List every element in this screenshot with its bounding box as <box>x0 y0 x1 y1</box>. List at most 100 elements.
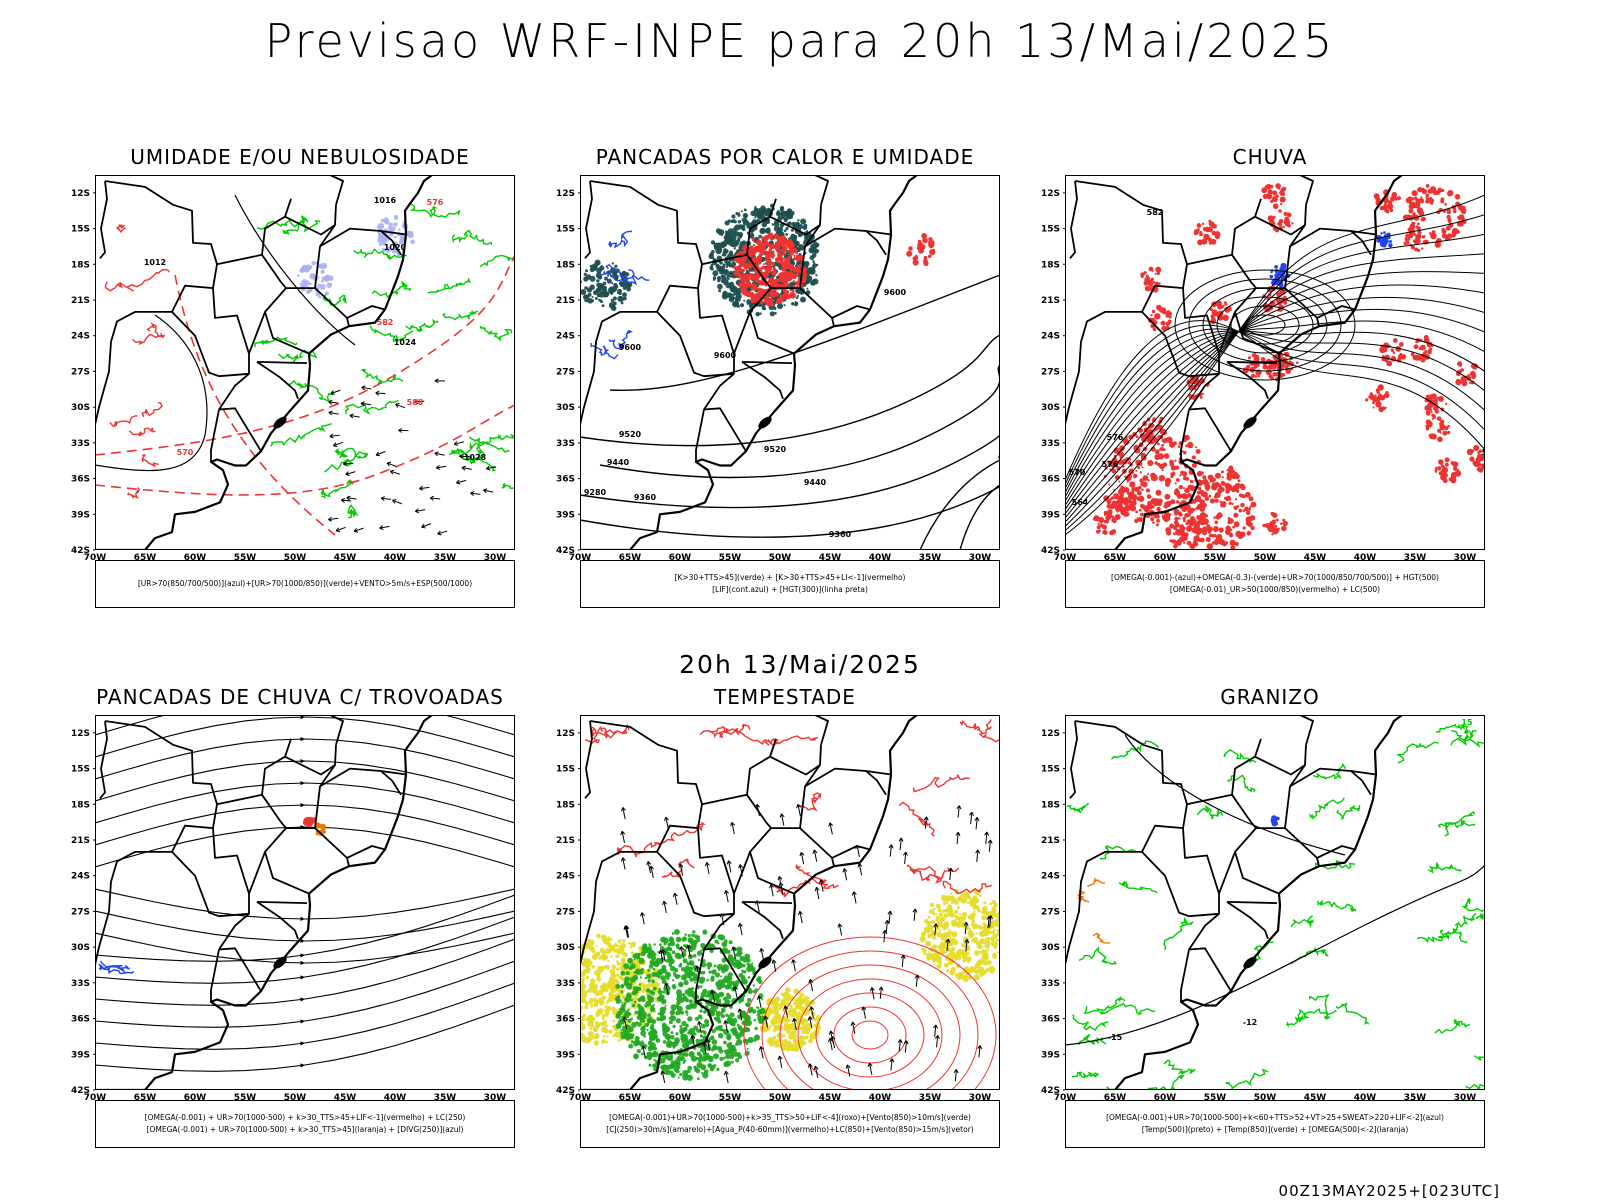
map-svg: 582 582 576 576 570 564 <box>1065 175 1485 550</box>
panel-title: GRANIZO <box>1220 685 1320 709</box>
lon-tick-label: 35W <box>1404 553 1427 563</box>
lon-tick-label: 40W <box>869 553 892 563</box>
contour-label: 9360 <box>634 493 657 502</box>
legend-line-2: [LIF](cont.azul) + [HGT(300)](linha pret… <box>712 585 868 594</box>
contour-label: 1012 <box>144 258 166 267</box>
lat-tick-label: 30S <box>71 943 90 953</box>
map-svg: 9600 9600 9600 9520 9520 9440 9440 9360 9360 9280 <box>580 175 1000 550</box>
legend-box: [OMEGA(-0.001) + UR>70(1000-500) + k>30_… <box>95 1100 515 1148</box>
lon-tick-label: 70W <box>569 553 592 563</box>
lat-tick-label: 33S <box>71 439 90 449</box>
contour-label: 15 <box>1461 718 1473 727</box>
lon-tick-label: 55W <box>234 553 257 563</box>
lat-tick-label: 39S <box>71 1050 90 1060</box>
lat-tick-label: 18S <box>556 800 575 810</box>
lat-tick-label: 15S <box>71 225 90 235</box>
lat-tick-label: 15S <box>71 765 90 775</box>
lon-tick-label: 30W <box>969 1093 992 1103</box>
lon-tick-label: 65W <box>1104 1093 1127 1103</box>
lat-tick-label: 30S <box>556 943 575 953</box>
lon-tick-label: 45W <box>819 1093 842 1103</box>
lat-tick-label: 15S <box>556 765 575 775</box>
contour-label: 576 <box>1107 433 1124 442</box>
lon-tick-label: 30W <box>484 1093 507 1103</box>
main-title: Previsao WRF-INPE para 20h 13/Mai/2025 <box>264 14 1336 68</box>
lat-tick-label: 15S <box>1041 225 1060 235</box>
lon-tick-label: 50W <box>769 553 792 563</box>
lon-tick-label: 35W <box>919 553 942 563</box>
panel-title: PANCADAS POR CALOR E UMIDADE <box>595 145 975 169</box>
lon-tick-label: 55W <box>719 1093 742 1103</box>
lat-tick-label: 33S <box>556 979 575 989</box>
lon-tick-label: 30W <box>1454 553 1477 563</box>
lat-tick-label: 36S <box>1041 1015 1060 1025</box>
lon-tick-label: 35W <box>919 1093 942 1103</box>
lat-tick-label: 39S <box>556 1050 575 1060</box>
lon-tick-label: 45W <box>1304 553 1327 563</box>
panel-umidade: UMIDADE E/OU NEBULOSIDADE 1012 1016 1020 10… <box>65 145 535 625</box>
contour-label: 570 <box>177 448 194 457</box>
lat-tick-label: 30S <box>71 403 90 413</box>
lat-tick-label: 18S <box>1041 800 1060 810</box>
panel-pancadas-calor: PANCADAS POR CALOR E UMIDADE 9600 9600 960… <box>550 145 1020 625</box>
lon-tick-label: 40W <box>384 1093 407 1103</box>
contour-label: 9280 <box>584 488 607 497</box>
lon-tick-label: 60W <box>1154 553 1177 563</box>
lat-tick-label: 42S <box>556 546 575 556</box>
legend-box: [OMEGA(-0.001)+UR>70(1000-500)+k>35_TTS>… <box>580 1100 1000 1148</box>
lat-tick-label: 27S <box>71 907 90 917</box>
lat-tick-label: 42S <box>1041 546 1060 556</box>
contour-label: 1016 <box>374 196 397 205</box>
contour-label: -15 <box>1108 1033 1123 1042</box>
map-svg <box>95 715 515 1090</box>
legend-line-1: [OMEGA(-0.001)+UR>70(1000-500)+k<60+TTS>… <box>1106 1113 1444 1122</box>
run-info-footer: 00Z13MAY2025+[023UTC] <box>1278 1182 1500 1200</box>
contour-label: 9440 <box>804 478 827 487</box>
lat-tick-label: 33S <box>1041 439 1060 449</box>
lon-tick-label: 55W <box>1204 553 1227 563</box>
lat-tick-label: 24S <box>556 332 575 342</box>
contour-label: 582 <box>1147 208 1164 217</box>
lon-tick-label: 40W <box>869 1093 892 1103</box>
panel-trovoadas: PANCADAS DE CHUVA C/ TROVOADAS 12S 15S 18S… <box>65 685 535 1165</box>
map-trovoadas: 12S 15S 18S 21S 24S 27S 30S 33S 36S 39S 42S 70W 65W 6… <box>71 715 515 1103</box>
lon-tick-label: 45W <box>334 553 357 563</box>
lat-tick-label: 24S <box>1041 332 1060 342</box>
lat-tick-label: 12S <box>1041 729 1060 739</box>
lat-tick-label: 30S <box>1041 943 1060 953</box>
lat-tick-label: 36S <box>71 475 90 485</box>
lat-tick-label: 18S <box>71 800 90 810</box>
lat-tick-label: 27S <box>1041 367 1060 377</box>
lat-tick-label: 12S <box>556 189 575 199</box>
lat-tick-label: 21S <box>71 296 90 306</box>
lat-tick-label: 39S <box>1041 510 1060 520</box>
lat-tick-label: 42S <box>71 546 90 556</box>
legend-box: [UR>70(850/700/500)](azul)+[UR>70(1000/8… <box>95 560 515 608</box>
contour-label: -12 <box>1243 1018 1257 1027</box>
lat-tick-label: 24S <box>71 872 90 882</box>
lon-tick-label: 70W <box>84 1093 107 1103</box>
contour-label: 9440 <box>607 458 630 467</box>
legend-line-1: [OMEGA(-0.001) + UR>70(1000-500) + k>30_… <box>144 1113 466 1122</box>
contour-label: 1020 <box>384 243 407 252</box>
lat-tick-label: 27S <box>556 907 575 917</box>
lat-tick-label: 39S <box>556 510 575 520</box>
legend-line-1: [OMEGA(-0.001)-(azul)+OMEGA(-0.3)-(verde… <box>1111 573 1439 582</box>
contour-label: 9520 <box>764 445 787 454</box>
lat-tick-label: 24S <box>71 332 90 342</box>
lat-tick-label: 42S <box>71 1086 90 1096</box>
map-pancadas-calor: 9600 9600 9600 9520 9520 9440 9440 9360 9360 9280… <box>556 175 1000 563</box>
lon-tick-label: 50W <box>284 553 307 563</box>
lon-tick-label: 55W <box>234 1093 257 1103</box>
map-tempestade: 12S 15S 18S 21S 24S 27S 30S 33S 36S 39S 42S 70W 65W 6… <box>556 715 1000 1103</box>
lon-tick-label: 50W <box>284 1093 307 1103</box>
forecast-time-title: 20h 13/Mai/2025 <box>679 650 921 679</box>
legend-line-1: [OMEGA(-0.001)+UR>70(1000-500)+k>35_TTS>… <box>609 1113 971 1122</box>
lon-tick-label: 60W <box>669 553 692 563</box>
lat-tick-label: 27S <box>1041 907 1060 917</box>
lon-tick-label: 40W <box>384 553 407 563</box>
lon-tick-label: 55W <box>1204 1093 1227 1103</box>
contour-label: 1028 <box>464 453 487 462</box>
